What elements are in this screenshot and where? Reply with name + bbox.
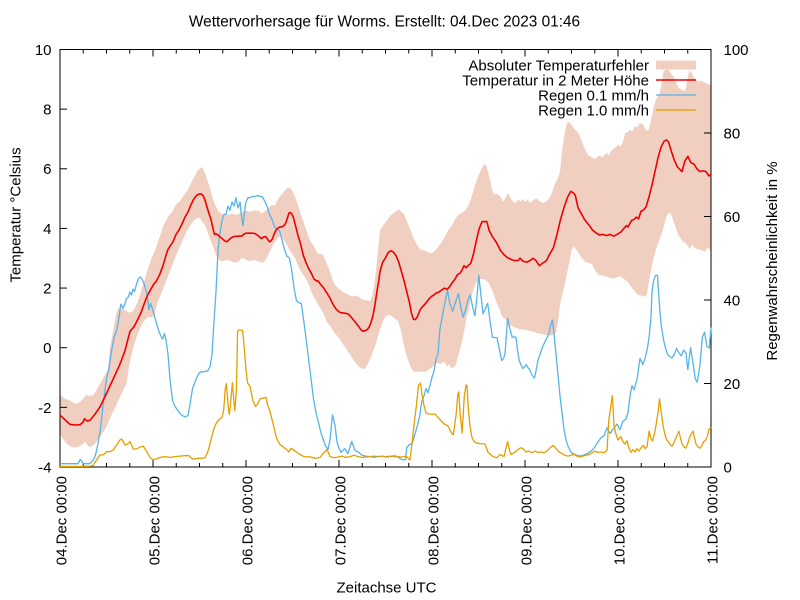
- svg-text:Zeitachse UTC: Zeitachse UTC: [336, 579, 436, 596]
- svg-text:Absoluter Temperaturfehler: Absoluter Temperaturfehler: [468, 57, 649, 74]
- svg-text:Regen 0.1 mm/h: Regen 0.1 mm/h: [538, 87, 649, 104]
- svg-text:2: 2: [43, 281, 51, 298]
- svg-text:20: 20: [724, 376, 741, 393]
- svg-text:80: 80: [724, 125, 741, 142]
- svg-text:0: 0: [724, 459, 732, 476]
- svg-text:6: 6: [43, 161, 51, 178]
- svg-text:0: 0: [43, 340, 51, 357]
- svg-text:Temperatur °Celsius: Temperatur °Celsius: [8, 147, 25, 282]
- svg-text:05.Dec 00:00: 05.Dec 00:00: [147, 476, 164, 565]
- svg-text:100: 100: [724, 42, 749, 59]
- svg-text:07.Dec 00:00: 07.Dec 00:00: [333, 476, 350, 565]
- svg-text:40: 40: [724, 292, 741, 309]
- svg-text:-4: -4: [38, 459, 51, 476]
- svg-text:06.Dec 00:00: 06.Dec 00:00: [240, 476, 257, 565]
- svg-text:-2: -2: [38, 400, 51, 417]
- svg-text:4: 4: [43, 221, 51, 238]
- svg-text:Regen 1.0 mm/h: Regen 1.0 mm/h: [538, 102, 649, 119]
- svg-text:Regenwahrscheinlichkeit in %: Regenwahrscheinlichkeit in %: [764, 161, 781, 360]
- svg-text:10.Dec 00:00: 10.Dec 00:00: [612, 476, 629, 565]
- svg-text:60: 60: [724, 209, 741, 226]
- svg-text:10: 10: [35, 42, 52, 59]
- svg-text:09.Dec 00:00: 09.Dec 00:00: [519, 476, 536, 565]
- svg-text:08.Dec 00:00: 08.Dec 00:00: [426, 476, 443, 565]
- svg-text:Temperatur in 2 Meter Höhe: Temperatur in 2 Meter Höhe: [462, 72, 649, 89]
- svg-text:04.Dec 00:00: 04.Dec 00:00: [54, 476, 71, 565]
- svg-text:11.Dec 00:00: 11.Dec 00:00: [705, 476, 722, 564]
- svg-text:8: 8: [43, 102, 51, 119]
- svg-text:Wettervorhersage für Worms. Er: Wettervorhersage für Worms. Erstellt: 04…: [189, 14, 580, 31]
